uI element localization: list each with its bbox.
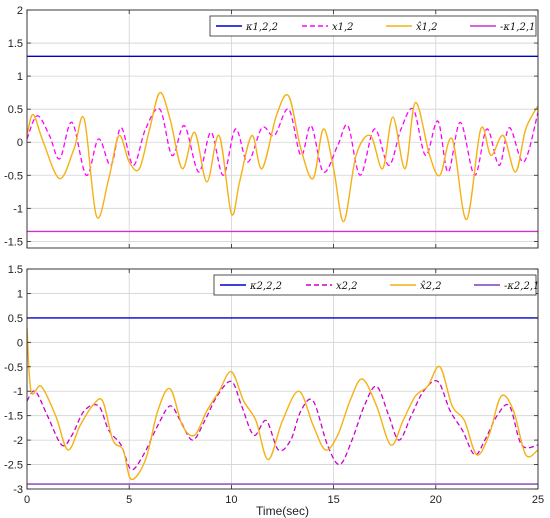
y-tick-label: -1 <box>13 203 23 215</box>
x-tick-label: 25 <box>532 494 544 506</box>
y-tick-label: 0 <box>17 137 23 149</box>
y-tick-label: 1.5 <box>8 38 23 50</box>
top-subplot: -1.5 -1 -0.5 0 0.5 1 1.5 2 κ1,2,2 x1,2 x̂1,2 -κ1,2,… <box>4 5 539 249</box>
y-tick-label: 0.5 <box>8 313 23 325</box>
axes-frame <box>26 268 539 490</box>
bottom-subplot: -3 -2.5 -2 -1.5 -1 -0.5 0 0.5 1 1.5 0 5 10 15 20 25 Time… <box>4 264 544 518</box>
legend-label-0: κ1,2,2 <box>245 22 278 33</box>
x-axis-label: Time(sec) <box>256 504 309 518</box>
y-tick-label: -2 <box>13 435 23 447</box>
series-line-2 <box>27 327 538 481</box>
y-tick-label: -1.5 <box>4 411 23 423</box>
x-tick-label: 10 <box>225 494 237 506</box>
y-tick-label: 0.5 <box>8 104 23 116</box>
y-tick-label: 1.5 <box>8 264 23 276</box>
y-tick-labels: -1.5 -1 -0.5 0 0.5 1 1.5 2 <box>4 5 538 248</box>
plot-area <box>27 269 538 489</box>
legend-label-1: x1,2 <box>332 22 354 33</box>
legend: κ2,2,2 x2,2 x̂2,2 -κ2,2,1 <box>213 274 539 296</box>
legend-box <box>213 274 537 296</box>
y-tick-label: -1.5 <box>4 236 23 248</box>
y-tick-label: 0 <box>17 337 23 349</box>
x-tick-label: 15 <box>327 494 339 506</box>
series-group <box>27 317 538 485</box>
series-group <box>27 55 538 233</box>
legend-label-0: κ2,2,2 <box>249 281 282 292</box>
legend: κ1,2,2 x1,2 x̂1,2 -κ1,2,1 <box>209 15 537 37</box>
plot-area <box>27 10 538 248</box>
legend-label-3: -κ2,2,1 <box>504 281 539 292</box>
y-tick-labels: -3 -2.5 -2 -1.5 -1 -0.5 0 0.5 1 1.5 <box>4 264 538 496</box>
y-tick-label: -0.5 <box>4 170 23 182</box>
x-ticks: 0 5 10 15 20 25 <box>24 269 544 506</box>
legend-label-1: x2,2 <box>336 281 358 292</box>
x-ticks <box>26 10 539 248</box>
series-line-1 <box>27 380 538 471</box>
y-tick-label: -1 <box>13 386 23 398</box>
legend-label-2: x̂2,2 <box>420 281 442 292</box>
y-tick-label: 1 <box>17 288 23 300</box>
y-tick-label: -0.5 <box>4 362 23 374</box>
y-tick-label: 1 <box>17 71 23 83</box>
legend-box <box>209 15 537 37</box>
legend-label-2: x̂1,2 <box>416 22 438 33</box>
y-tick-label: -3 <box>13 484 23 496</box>
series-line-2 <box>27 91 538 223</box>
legend-label-3: -κ1,2,1 <box>500 22 535 33</box>
x-tick-label: 0 <box>24 494 30 506</box>
y-tick-label: -2.5 <box>4 460 23 472</box>
y-tick-label: 2 <box>17 5 23 17</box>
x-tick-label: 20 <box>430 494 442 506</box>
x-tick-label: 5 <box>126 494 132 506</box>
axes-frame <box>26 9 539 249</box>
